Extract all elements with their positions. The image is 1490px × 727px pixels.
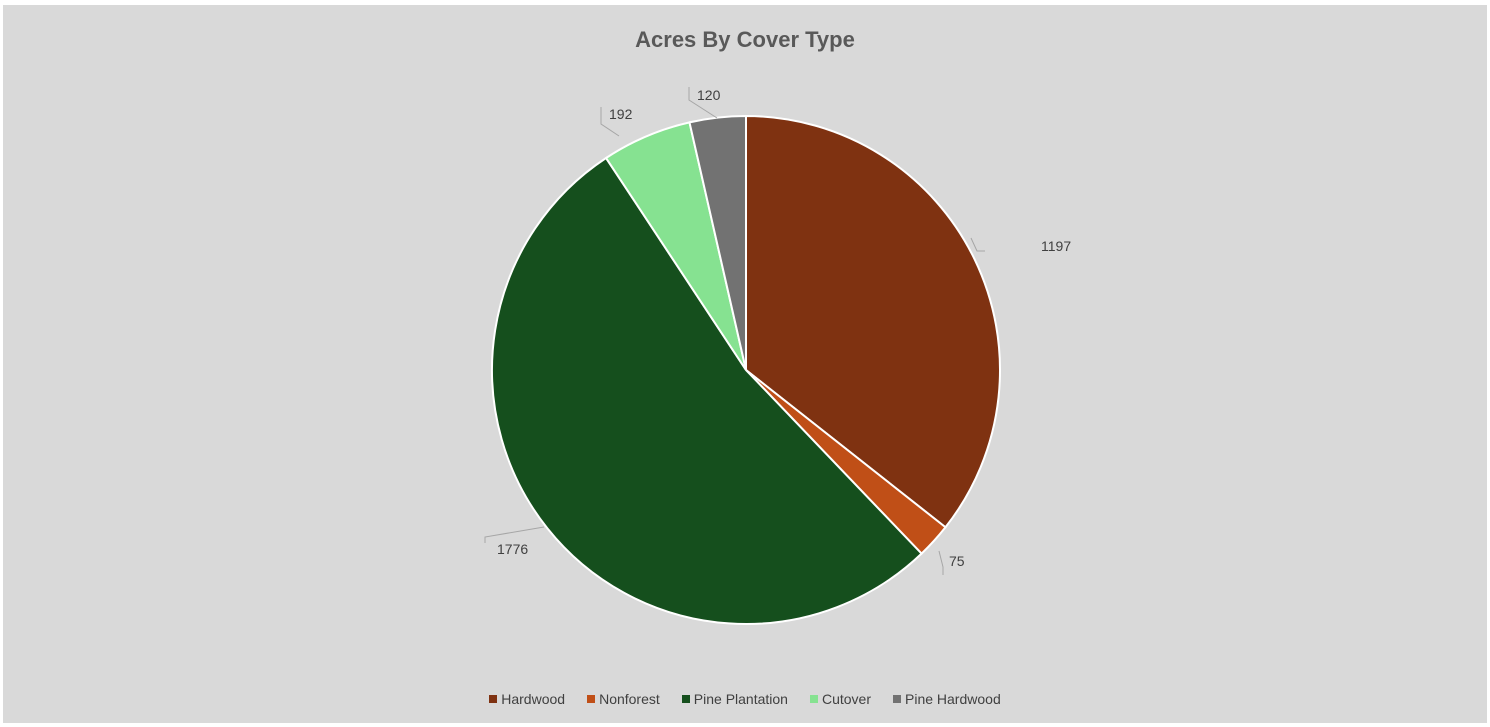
legend-label: Pine Plantation [693,691,788,707]
chart-area: Acres By Cover Type 1197 75 1776 192 120 Har… [3,5,1487,723]
data-label-pine-plantation: 1776 [497,541,528,557]
pie-slice-hardwood [745,114,1001,529]
leader-line-nonforest [938,550,944,575]
legend-label: Pine Hardwood [905,691,1001,707]
pie-chart: 1197 75 1776 192 120 [484,87,1071,625]
data-label-hardwood: 1197 [1041,238,1071,254]
legend-swatch [809,695,818,703]
pie-slice-pine-hardwood [688,114,747,371]
legend-item-pine-plantation: Pine Plantation [681,691,788,707]
legend-label: Cutover [821,691,871,707]
leader-line-cutover [600,107,620,137]
legend: Hardwood Nonforest Pine Plantation Cutover P… [3,691,1487,707]
legend-label: Hardwood [501,691,566,707]
chart-title: Acres By Cover Type [635,27,855,52]
legend-label: Nonforest [599,691,660,707]
leader-line-hardwood [970,237,985,252]
data-label-nonforest: 75 [949,553,965,569]
data-label-pine-hardwood: 120 [697,87,721,103]
leader-line-pine-hardwood [688,87,718,119]
legend-swatch [489,695,498,703]
legend-item-hardwood: Hardwood [489,691,565,707]
leader-line-pine-plantation [484,526,545,543]
legend-swatch [681,695,690,703]
pie-slice-pine-plantation [491,156,923,625]
legend-item-nonforest: Nonforest [587,691,660,707]
legend-swatch [587,695,596,703]
data-label-cutover: 192 [609,106,633,122]
legend-swatch [893,695,901,703]
legend-item-cutover: Cutover [809,691,871,707]
legend-item-pine-hardwood: Pine Hardwood [893,691,1001,707]
